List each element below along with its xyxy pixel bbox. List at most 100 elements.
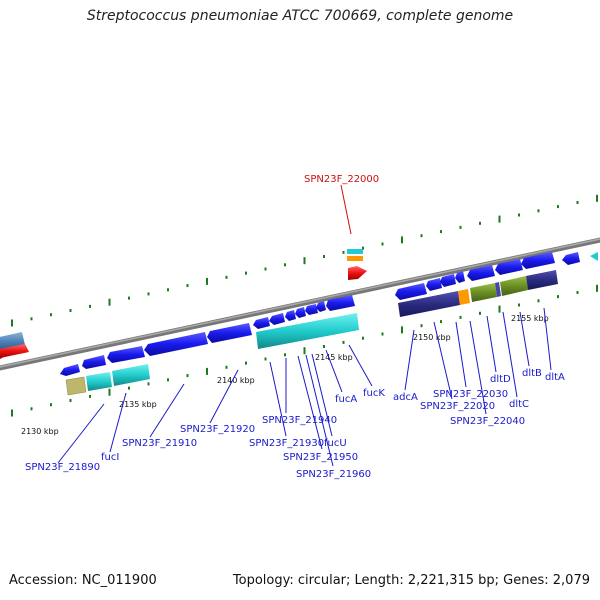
gene-label[interactable]: SPN23F_22040 [450,416,525,427]
minor-tick [245,271,247,275]
genome-map: SPN23F_22000 2130 kbp 2135 kbp 2140 kbp 214… [0,174,600,480]
minor-tick [147,292,150,296]
minor-tick [518,303,520,307]
scale-label: 2130 kbp [21,427,59,436]
gene-fragments-left [0,332,29,360]
minor-tick [186,374,189,378]
gene-label[interactable]: SPN23F_21910 [122,438,197,449]
gene-leader-line [109,392,127,453]
minor-tick [167,288,169,292]
gene-band-navy [398,291,460,317]
gene-label[interactable]: SPN23F_21890 [25,462,100,473]
gene-leader-line [311,353,333,437]
gene-label[interactable]: dltA [545,372,565,383]
gene-arrow [269,313,285,325]
focus-gene-label: SPN23F_22000 [304,174,379,185]
focus-gene-band-cyan [347,249,363,254]
gene-band-olive [500,276,528,296]
minor-tick [69,309,72,312]
minor-tick [459,315,462,319]
focus-gene-band-orange [347,256,363,261]
gene-fragment-cyan [590,252,598,261]
gene-label[interactable]: adcA [393,392,418,403]
gene-label[interactable]: SPN23F_21960 [296,469,371,480]
gene-label[interactable]: fucI [101,452,119,463]
minor-tick [537,299,540,303]
scale-label: 2145 kbp [315,353,353,362]
gene-band-olive [470,283,497,302]
major-tick [108,388,111,396]
gene-arrow [426,278,442,291]
gene-label[interactable]: dltB [522,368,542,379]
minor-tick [128,296,130,300]
major-tick [401,236,403,244]
minor-tick [264,267,267,271]
minor-tick [479,311,481,315]
minor-tick [284,263,286,267]
minor-tick [420,234,423,238]
minor-tick [323,345,325,348]
minor-tick [342,340,345,344]
gene-label[interactable]: SPN23F_21930 [249,438,324,449]
gene-leader-line [348,344,373,387]
gene-label[interactable]: fucK [363,388,385,399]
gene-band-navy [526,270,558,290]
gene-label[interactable]: SPN23F_21940 [262,415,337,426]
minor-tick [362,246,364,250]
genome-backbone [0,237,600,371]
gene-leader-line [404,329,415,391]
focus-gene-leader [340,184,352,235]
scale-label: 2150 kbp [413,333,451,342]
gene-band-cyan [256,313,359,349]
minor-tick [381,242,384,246]
gene-leader-line [543,307,552,371]
minor-tick [576,291,579,294]
gene-leader-line [455,321,467,388]
gene-band-orange [458,289,470,305]
scale-label: 2135 kbp [119,400,157,409]
gene-leader-line [519,311,530,367]
gene-label[interactable]: SPN23F_22030 [433,389,508,400]
gene-leader-line [502,311,518,398]
gene-arrow [455,271,465,283]
gene-arrow [82,355,106,369]
gene-arrow [495,259,523,275]
gene-band-violet [495,282,501,297]
major-tick [303,347,306,355]
minor-tick [128,386,130,390]
minor-tick [557,205,559,209]
focus-gene[interactable]: SPN23F_22000 [304,174,379,280]
minor-tick [440,320,442,324]
gene-arrow [305,304,318,315]
gene-arrow [107,346,145,363]
gene-label[interactable]: fucA [335,394,357,405]
gene-label[interactable]: SPN23F_22020 [420,401,495,412]
minor-tick [167,378,169,382]
gene-label[interactable]: fucU [324,438,347,449]
gene-label[interactable]: SPN23F_21920 [180,424,255,435]
gene-label[interactable]: dltD [490,374,511,385]
minor-tick [518,213,520,217]
topology-text: Topology: circular; Length: 2,221,315 bp… [232,573,590,588]
gene-leader-line [149,383,185,438]
gene-leader-line [486,315,497,373]
minor-tick [440,230,442,234]
minor-tick [30,407,33,411]
minor-tick [69,399,72,402]
gene-arrow [144,332,208,356]
minor-tick [342,250,345,254]
minor-tick [89,394,91,398]
major-tick [11,319,13,327]
gene-arrow [207,323,252,343]
gene-arrow [295,307,306,318]
focus-gene-arrow [348,266,367,280]
gene-band-cyan [86,372,112,391]
gene-label[interactable]: dltC [509,399,529,410]
scale-label: 2155 kbp [511,314,549,323]
minor-tick [557,295,559,299]
gene-leader-line [469,320,487,415]
major-tick [498,305,501,313]
gene-label[interactable]: SPN23F_21950 [283,452,358,463]
gene-leader-line [209,369,239,424]
major-tick [11,409,13,417]
